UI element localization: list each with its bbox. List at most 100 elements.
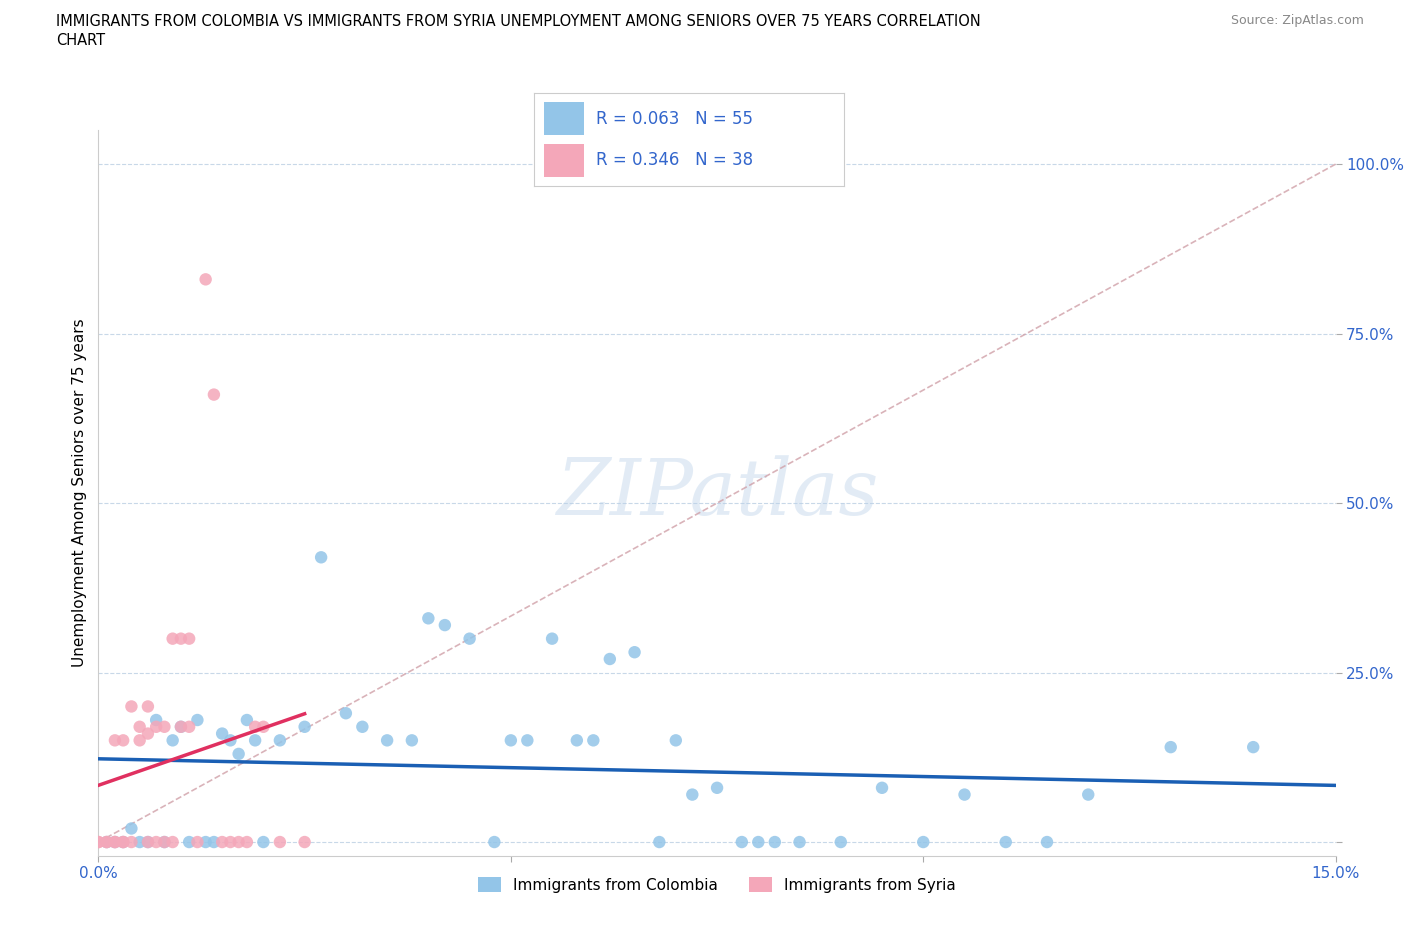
Point [179, 631, 201, 646]
Point [623, 644, 645, 659]
Point [145, 712, 167, 727]
Point [194, 272, 217, 286]
Point [136, 726, 159, 741]
Point [830, 834, 852, 849]
Point [516, 733, 538, 748]
Point [599, 652, 621, 667]
Point [458, 631, 481, 646]
Point [179, 719, 201, 734]
Point [1241, 739, 1264, 754]
Point [499, 733, 522, 748]
Point [136, 699, 159, 714]
Point [219, 834, 242, 849]
Point [120, 834, 142, 849]
Point [186, 712, 208, 727]
Point [211, 834, 233, 849]
Point [912, 834, 935, 849]
Point [294, 834, 316, 849]
Point [186, 834, 208, 849]
Point [112, 834, 135, 849]
Text: R = 0.346   N = 38: R = 0.346 N = 38 [596, 152, 754, 169]
Point [96, 834, 118, 849]
Point [565, 733, 588, 748]
Point [104, 834, 127, 849]
Point [1036, 834, 1059, 849]
Point [202, 834, 225, 849]
Point [294, 719, 316, 734]
Legend: Immigrants from Colombia, Immigrants from Syria: Immigrants from Colombia, Immigrants fro… [472, 870, 962, 898]
Text: IMMIGRANTS FROM COLOMBIA VS IMMIGRANTS FROM SYRIA UNEMPLOYMENT AMONG SENIORS OVE: IMMIGRANTS FROM COLOMBIA VS IMMIGRANTS F… [56, 14, 981, 29]
Point [112, 834, 135, 849]
Point [145, 719, 167, 734]
Point [681, 787, 703, 802]
Point [309, 550, 332, 565]
Point [335, 706, 357, 721]
Point [228, 747, 250, 762]
Point [243, 733, 266, 748]
Point [128, 733, 150, 748]
Point [211, 726, 233, 741]
Point [763, 834, 786, 849]
Text: Source: ZipAtlas.com: Source: ZipAtlas.com [1230, 14, 1364, 27]
Point [136, 834, 159, 849]
Point [87, 834, 110, 849]
Point [228, 834, 250, 849]
Point [1160, 739, 1182, 754]
Point [236, 834, 259, 849]
Point [128, 834, 150, 849]
Point [236, 712, 259, 727]
Point [202, 387, 225, 402]
Point [731, 834, 754, 849]
Point [269, 733, 291, 748]
Point [665, 733, 688, 748]
Point [170, 719, 193, 734]
Point [153, 719, 176, 734]
Point [953, 787, 976, 802]
Point [1077, 787, 1099, 802]
Point [194, 834, 217, 849]
Point [179, 834, 201, 849]
Point [136, 834, 159, 849]
Point [418, 611, 440, 626]
Point [104, 834, 127, 849]
Point [243, 719, 266, 734]
Point [153, 834, 176, 849]
Y-axis label: Unemployment Among Seniors over 75 years: Unemployment Among Seniors over 75 years [72, 319, 87, 667]
Point [433, 618, 456, 632]
Point [96, 834, 118, 849]
Text: CHART: CHART [56, 33, 105, 48]
Point [870, 780, 893, 795]
Point [170, 719, 193, 734]
Point [87, 834, 110, 849]
Point [104, 733, 127, 748]
Point [128, 719, 150, 734]
Point [96, 834, 118, 849]
Point [162, 834, 184, 849]
Point [153, 834, 176, 849]
Point [648, 834, 671, 849]
Point [541, 631, 564, 646]
Text: ZIPatlas: ZIPatlas [555, 455, 879, 531]
Point [789, 834, 811, 849]
Point [994, 834, 1017, 849]
Point [269, 834, 291, 849]
Point [484, 834, 506, 849]
Point [582, 733, 605, 748]
Point [252, 719, 274, 734]
Point [170, 631, 193, 646]
Text: R = 0.063   N = 55: R = 0.063 N = 55 [596, 110, 754, 127]
Point [352, 719, 374, 734]
Point [120, 821, 142, 836]
Point [219, 733, 242, 748]
Point [706, 780, 728, 795]
Point [401, 733, 423, 748]
Point [162, 733, 184, 748]
Bar [544, 144, 583, 177]
Point [112, 834, 135, 849]
Bar [544, 102, 583, 135]
Point [375, 733, 398, 748]
Point [252, 834, 274, 849]
Point [104, 834, 127, 849]
Point [145, 834, 167, 849]
Point [162, 631, 184, 646]
